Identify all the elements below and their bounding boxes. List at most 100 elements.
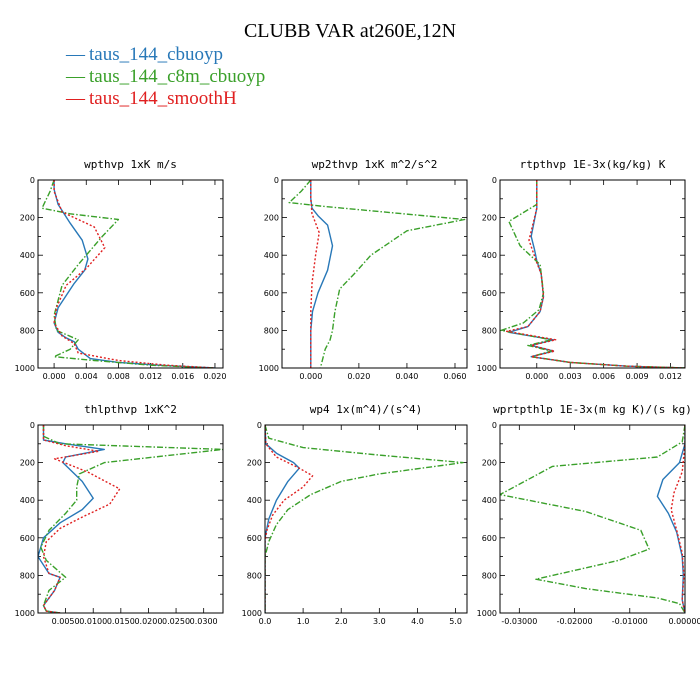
x-tick-label: 0.060 bbox=[444, 372, 467, 381]
series-line-taus_144_c8m_cbuoyp bbox=[265, 425, 464, 613]
chart-panel-5: wprtpthlp 1E-3x(m kg K)/(s kg) 0 200 400 600… bbox=[477, 403, 700, 626]
y-tick-label: 200 bbox=[482, 459, 497, 468]
x-tick-label: 0.0100 bbox=[79, 617, 107, 626]
series-line-taus_144_cbuoyp bbox=[265, 425, 300, 613]
legend-item-c8m-cbuoyp: — taus_144_c8m_cbuoyp bbox=[66, 66, 265, 88]
series-line-taus_144_cbuoyp bbox=[38, 425, 105, 613]
series-line-taus_144_c8m_cbuoyp bbox=[41, 180, 216, 368]
x-tick-label: 0.000 bbox=[299, 372, 322, 381]
x-tick-label: 0.0050 bbox=[52, 617, 80, 626]
y-tick-label: 1000 bbox=[259, 364, 279, 373]
legend-label-cbuoyp: taus_144_cbuoyp bbox=[89, 44, 224, 65]
figure-title: CLUBB VAR at260E,12N bbox=[243, 20, 457, 42]
panel-frame bbox=[37, 424, 224, 614]
x-tick-label: 0.0250 bbox=[162, 617, 190, 626]
y-tick-label: 400 bbox=[482, 251, 497, 260]
y-tick-label: 200 bbox=[20, 214, 35, 223]
x-tick-label: 0.016 bbox=[171, 372, 194, 381]
series-line-taus_144_c8m_cbuoyp bbox=[288, 180, 466, 368]
y-tick-label: 600 bbox=[247, 534, 262, 543]
chart-panel-2: rtpthvp 1E-3x(kg/kg) K 0 200 400 600 800 1000 0… bbox=[477, 158, 686, 381]
series-line-taus_144_c8m_cbuoyp bbox=[40, 425, 223, 613]
panel-title: wprtpthlp 1E-3x(m kg K)/(s kg) bbox=[493, 403, 692, 416]
y-tick-label: 400 bbox=[20, 251, 35, 260]
series-line-taus_144_smoothH bbox=[42, 425, 121, 613]
x-tick-label: 0.020 bbox=[204, 372, 227, 381]
y-tick-label: 200 bbox=[264, 214, 279, 223]
y-tick-label: 400 bbox=[264, 251, 279, 260]
series-line-taus_144_smoothH bbox=[506, 180, 685, 368]
y-tick-label: 0 bbox=[492, 176, 497, 185]
x-tick-label: 0.0 bbox=[259, 617, 272, 626]
x-tick-label: 0.000 bbox=[43, 372, 66, 381]
y-tick-label: 0 bbox=[492, 421, 497, 430]
y-tick-label: 800 bbox=[264, 326, 279, 335]
chart-panel-1: wp2thvp 1xK m^2/s^2 0 200 400 600 800 1000 0.00… bbox=[259, 158, 468, 381]
legend-label-c8m-cbuoyp: taus_144_c8m_cbuoyp bbox=[89, 66, 266, 87]
series-line-taus_144_smoothH bbox=[670, 425, 685, 613]
panel-frame bbox=[37, 179, 224, 369]
y-tick-label: 200 bbox=[247, 459, 262, 468]
panel-title: rtpthvp 1E-3x(kg/kg) K bbox=[520, 158, 666, 171]
panel-title: wpthvp 1xK m/s bbox=[84, 158, 177, 171]
panel-frame bbox=[264, 424, 468, 614]
legend-swatch-cbuoyp: — bbox=[66, 44, 85, 65]
x-tick-label: 0.009 bbox=[626, 372, 649, 381]
legend-label-smoothh: taus_144_smoothH bbox=[89, 88, 237, 109]
series-line-taus_144_c8m_cbuoyp bbox=[500, 180, 685, 368]
x-tick-label: 0.0150 bbox=[107, 617, 135, 626]
x-tick-label: 1.0 bbox=[297, 617, 310, 626]
series-line-taus_144_cbuoyp bbox=[656, 425, 685, 613]
y-tick-label: 600 bbox=[20, 534, 35, 543]
y-tick-label: 600 bbox=[264, 289, 279, 298]
x-tick-label: 0.020 bbox=[347, 372, 370, 381]
y-tick-label: 800 bbox=[482, 571, 497, 580]
y-tick-label: 400 bbox=[247, 496, 262, 505]
y-tick-label: 600 bbox=[482, 289, 497, 298]
x-tick-label: 5.0 bbox=[449, 617, 462, 626]
y-tick-label: 0 bbox=[274, 176, 279, 185]
x-tick-label: 0.006 bbox=[592, 372, 615, 381]
legend-item-smoothh: — taus_144_smoothH bbox=[66, 88, 237, 110]
panel-frame bbox=[281, 179, 468, 369]
series-line-taus_144_cbuoyp bbox=[310, 180, 334, 368]
legend-swatch-c8m-cbuoyp: — bbox=[66, 66, 85, 87]
y-tick-label: 600 bbox=[482, 534, 497, 543]
x-tick-label: 0.0300 bbox=[190, 617, 218, 626]
x-tick-label: 0.008 bbox=[107, 372, 130, 381]
legend-item-cbuoyp: — taus_144_cbuoyp bbox=[66, 44, 223, 66]
y-tick-label: 800 bbox=[20, 326, 35, 335]
series-line-taus_144_smoothH bbox=[53, 180, 216, 368]
y-tick-label: 1000 bbox=[15, 609, 35, 618]
y-tick-label: 0 bbox=[30, 421, 35, 430]
y-tick-label: 800 bbox=[482, 326, 497, 335]
x-tick-label: -0.02000 bbox=[557, 617, 593, 626]
panel-frame bbox=[499, 424, 686, 614]
x-tick-label: 2.0 bbox=[335, 617, 348, 626]
panel-title: wp2thvp 1xK m^2/s^2 bbox=[312, 158, 438, 171]
x-tick-label: 0.012 bbox=[139, 372, 162, 381]
series-line-taus_144_smoothH bbox=[265, 425, 314, 613]
x-tick-label: 0.0200 bbox=[134, 617, 162, 626]
series-line-taus_144_smoothH bbox=[310, 180, 320, 368]
series-line-taus_144_cbuoyp bbox=[508, 180, 685, 368]
x-tick-label: 0.003 bbox=[559, 372, 582, 381]
panel-title: wp4 1x(m^4)/(s^4) bbox=[310, 403, 423, 416]
chart-panel-0: wpthvp 1xK m/s 0 200 400 600 800 1000 0.000 0.00… bbox=[15, 158, 227, 381]
panel-frame bbox=[499, 179, 686, 369]
x-tick-label: 0.004 bbox=[75, 372, 98, 381]
y-tick-label: 1000 bbox=[477, 364, 497, 373]
y-tick-label: 400 bbox=[20, 496, 35, 505]
panel-title: thlpthvp 1xK^2 bbox=[84, 403, 177, 416]
y-tick-label: 600 bbox=[20, 289, 35, 298]
y-tick-label: 0 bbox=[257, 421, 262, 430]
legend-swatch-smoothh: — bbox=[66, 88, 85, 109]
x-tick-label: 0.012 bbox=[659, 372, 682, 381]
series-line-taus_144_c8m_cbuoyp bbox=[500, 425, 685, 613]
x-tick-label: -0.03000 bbox=[501, 617, 537, 626]
x-tick-label: 4.0 bbox=[411, 617, 424, 626]
x-tick-label: -0.01000 bbox=[612, 617, 648, 626]
